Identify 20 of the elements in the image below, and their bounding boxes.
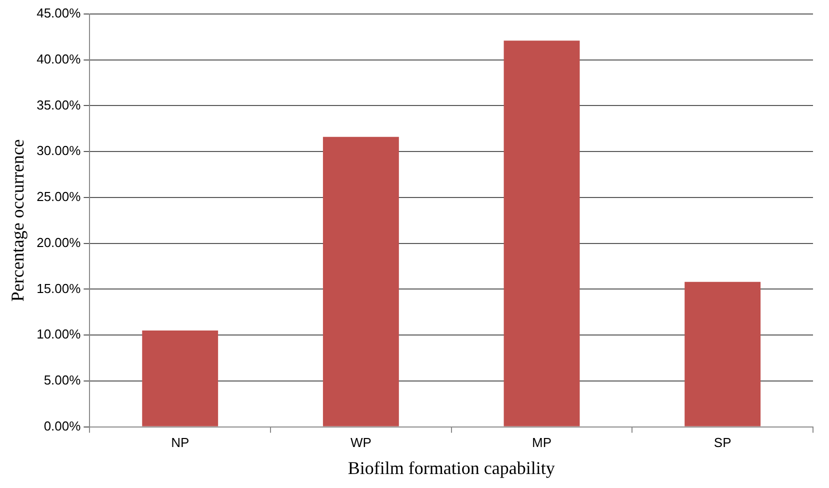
- y-tick-label: 20.00%: [36, 234, 82, 250]
- bar: [322, 136, 399, 426]
- y-tick-label: 40.00%: [36, 51, 82, 66]
- bar: [142, 330, 218, 426]
- x-tick-label: MP: [532, 435, 552, 450]
- x-tick-label: WP: [350, 435, 372, 450]
- x-axis-title: Biofilm formation capability: [348, 458, 555, 478]
- y-tick-label: 45.00%: [36, 6, 82, 21]
- y-axis-title: Percentage occurrence: [8, 139, 28, 302]
- x-tick-label: NP: [171, 435, 190, 450]
- y-tick-label: 5.00%: [44, 372, 82, 388]
- y-tick-label: 0.00%: [44, 418, 82, 434]
- x-tick-label: SP: [714, 435, 732, 450]
- y-tick-label: 35.00%: [36, 97, 82, 112]
- y-tick-label: 25.00%: [36, 189, 82, 204]
- y-tick-label: 30.00%: [36, 143, 82, 158]
- bar: [684, 282, 761, 426]
- bar: [504, 40, 580, 426]
- y-tick-label: 15.00%: [36, 280, 82, 296]
- y-tick-label: 10.00%: [36, 326, 82, 342]
